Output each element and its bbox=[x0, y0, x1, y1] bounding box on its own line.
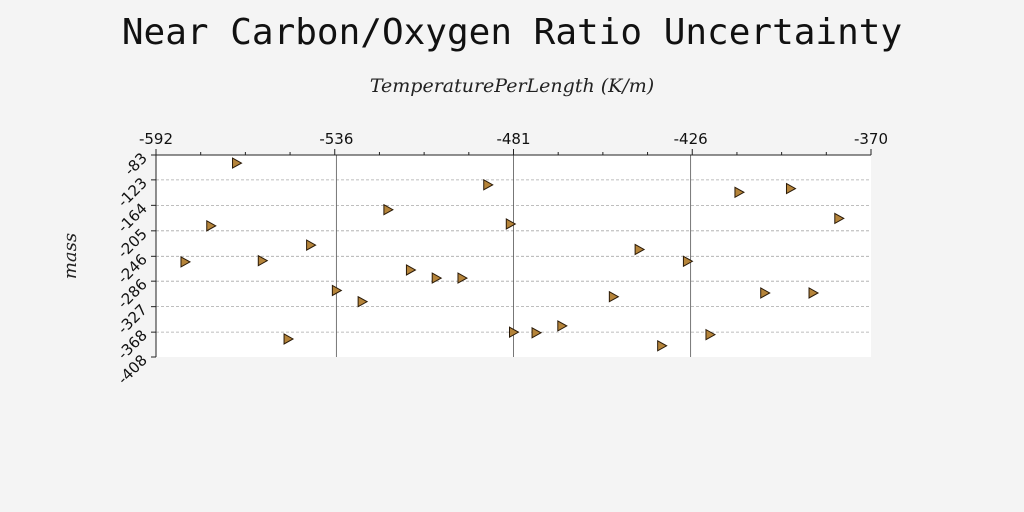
scatter-point bbox=[834, 212, 845, 225]
scatter-point bbox=[405, 264, 417, 276]
scatter-point bbox=[682, 255, 694, 268]
scatter-point bbox=[505, 218, 517, 230]
x-tick-label: -426 bbox=[674, 130, 708, 148]
scatter-point bbox=[657, 339, 668, 352]
scatter-point bbox=[760, 287, 771, 299]
scatter-point bbox=[608, 290, 620, 303]
axes: -592 -536 -481 -426 -370-83-123-164-205-246-… bbox=[114, 130, 888, 388]
scatter-point bbox=[509, 326, 520, 338]
data-points bbox=[180, 157, 845, 352]
scatter-point bbox=[283, 333, 295, 345]
y-tick-label: -83 bbox=[121, 149, 151, 179]
scatter-point bbox=[257, 254, 269, 267]
scatter-point bbox=[557, 320, 568, 332]
x-axis-label: TemperaturePerLength (K/m) bbox=[370, 75, 654, 97]
scatter-point bbox=[331, 284, 343, 297]
scatter-point bbox=[531, 326, 543, 339]
scatter-point bbox=[483, 178, 494, 191]
scatter-point bbox=[705, 328, 716, 341]
scatter-point bbox=[357, 295, 369, 308]
scatter-point bbox=[634, 243, 646, 256]
scatter-point bbox=[457, 272, 468, 284]
grid bbox=[156, 155, 871, 357]
x-tick-label: -536 bbox=[319, 130, 353, 148]
scatter-point bbox=[306, 239, 317, 251]
x-tick-label: -370 bbox=[854, 130, 888, 148]
x-tick-label: -592 bbox=[139, 130, 173, 148]
y-axis-label: mass bbox=[60, 233, 81, 279]
scatter-point bbox=[785, 182, 797, 195]
x-tick-label: -481 bbox=[496, 130, 530, 148]
scatter-point bbox=[232, 157, 243, 169]
scatter-point bbox=[180, 256, 192, 268]
scatter-point bbox=[383, 203, 394, 216]
scatter-point bbox=[206, 220, 217, 232]
scatter-point bbox=[808, 287, 820, 299]
chart-title: Near Carbon/Oxygen Ratio Uncertainty bbox=[122, 12, 902, 53]
scatter-point bbox=[431, 272, 443, 284]
scatter-point bbox=[734, 186, 745, 199]
